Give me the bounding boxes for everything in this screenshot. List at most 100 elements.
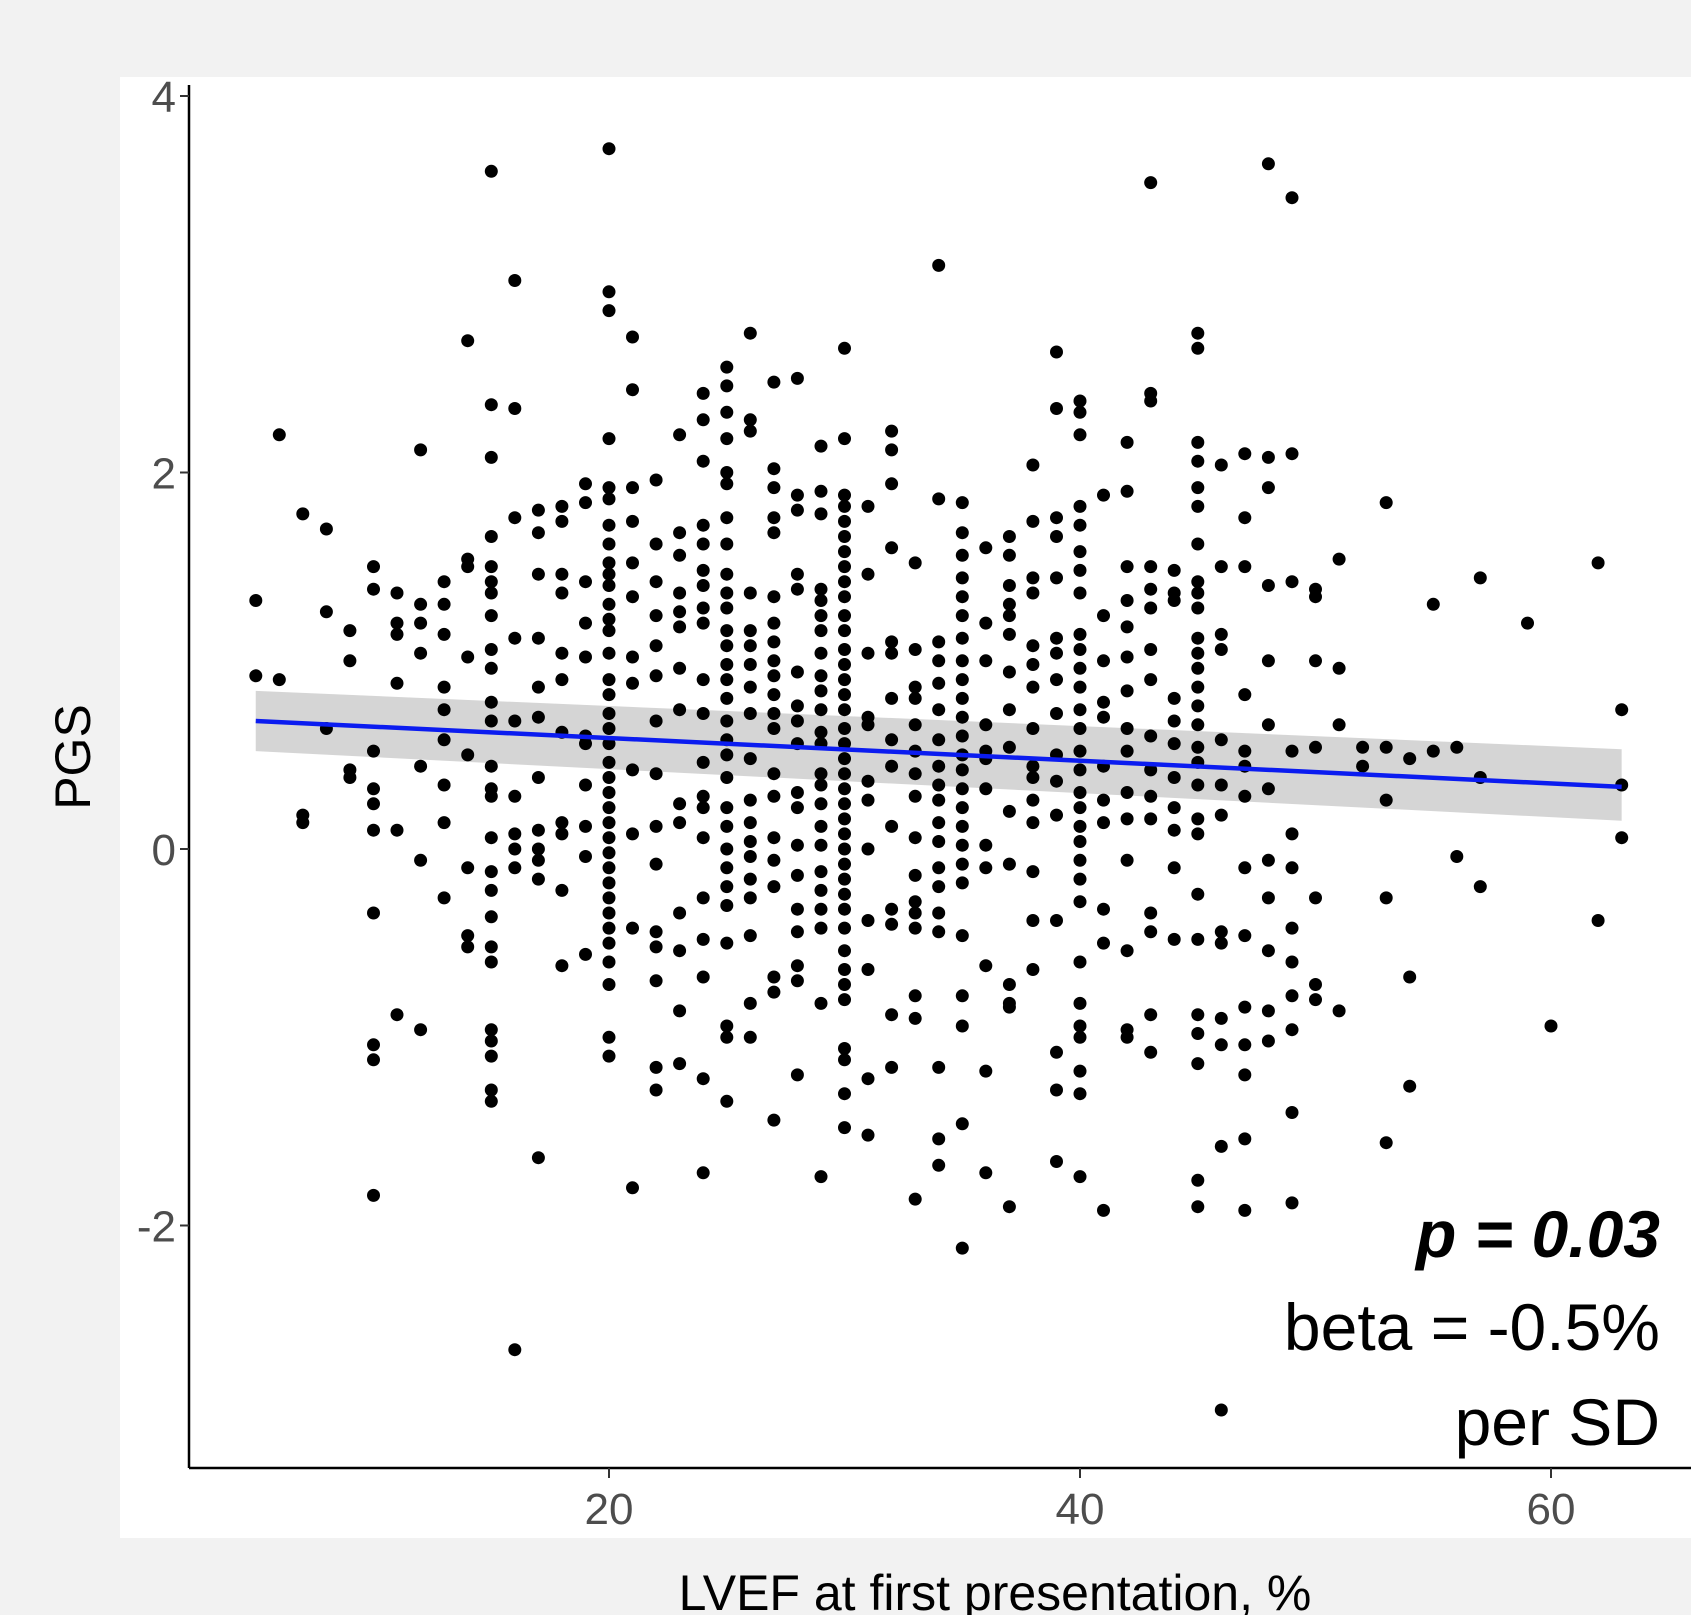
data-point (979, 616, 993, 630)
data-point (1026, 816, 1040, 830)
data-point (932, 1158, 946, 1172)
data-point (1073, 428, 1087, 442)
data-point (932, 925, 946, 939)
data-point (1191, 631, 1205, 645)
data-point (1026, 865, 1040, 879)
data-point (955, 609, 969, 623)
data-point (367, 782, 380, 796)
y-tick-label: 2 (152, 450, 176, 499)
data-point (649, 767, 663, 781)
data-point (979, 1166, 993, 1180)
data-point (673, 1057, 687, 1071)
data-point (367, 906, 380, 920)
data-point (1191, 454, 1205, 468)
data-point (1379, 740, 1393, 754)
data-point (1120, 744, 1134, 758)
data-point (602, 846, 616, 860)
data-point (955, 590, 969, 604)
data-point (838, 703, 851, 717)
data-point (484, 586, 498, 600)
data-point (649, 940, 663, 954)
data-point (1002, 627, 1016, 641)
data-point (649, 669, 663, 683)
data-point (1191, 887, 1205, 901)
data-point (790, 371, 804, 385)
data-point (1214, 925, 1228, 939)
data-point (1191, 812, 1205, 826)
data-point (1097, 695, 1110, 709)
data-point (602, 492, 616, 506)
data-point (649, 1060, 663, 1074)
data-point (908, 1011, 922, 1025)
data-point (1073, 499, 1087, 513)
data-point (1002, 978, 1016, 991)
data-point (932, 654, 946, 668)
data-point (1214, 1011, 1228, 1025)
data-point (1144, 925, 1158, 939)
data-point (767, 789, 781, 803)
data-point (720, 842, 734, 856)
data-point (1026, 722, 1040, 735)
data-point (1073, 394, 1087, 408)
data-point (602, 481, 616, 495)
data-point (319, 522, 333, 536)
data-point (1073, 835, 1087, 848)
data-point (720, 586, 734, 600)
data-point (932, 676, 946, 690)
data-point (1191, 1173, 1205, 1187)
data-point (579, 850, 592, 863)
data-point (1144, 729, 1158, 743)
data-point (484, 955, 498, 969)
data-point (1403, 752, 1417, 766)
data-point (743, 413, 757, 427)
data-point (555, 959, 569, 973)
data-point (790, 488, 804, 502)
data-point (1261, 853, 1275, 867)
data-point (932, 492, 946, 506)
data-point (508, 842, 522, 856)
data-point (367, 744, 380, 758)
data-point (1120, 684, 1134, 698)
data-point (720, 880, 734, 894)
data-point (696, 932, 710, 946)
data-point (720, 537, 734, 551)
data-point (437, 575, 451, 589)
data-point (1426, 597, 1440, 611)
data-point (249, 669, 263, 683)
data-point (1097, 816, 1110, 830)
data-point (414, 597, 428, 611)
data-point (1214, 627, 1228, 641)
data-point (979, 861, 993, 875)
data-point (531, 526, 545, 540)
data-point (814, 725, 828, 739)
data-point (484, 530, 498, 543)
data-point (484, 575, 498, 589)
data-point (696, 801, 710, 815)
data-point (1261, 718, 1275, 732)
data-point (484, 865, 498, 879)
data-point (1073, 661, 1087, 675)
data-point (1591, 914, 1605, 927)
data-point (1426, 744, 1440, 758)
data-point (720, 771, 734, 784)
data-point (579, 819, 592, 833)
data-point (1191, 575, 1205, 589)
data-point (908, 556, 922, 570)
data-point (484, 910, 498, 924)
data-point (1285, 447, 1299, 461)
data-point (673, 620, 687, 634)
data-point (861, 567, 875, 581)
data-point (1050, 631, 1063, 645)
data-point (1191, 932, 1205, 946)
data-point (932, 880, 946, 894)
data-point (390, 616, 404, 630)
data-point (838, 797, 851, 811)
data-point (1050, 1045, 1063, 1059)
data-point (1050, 511, 1063, 525)
data-point (955, 1117, 969, 1131)
data-point (955, 496, 969, 510)
data-point (838, 499, 851, 513)
data-point (790, 786, 804, 799)
data-point (767, 970, 781, 984)
data-point (437, 627, 451, 641)
